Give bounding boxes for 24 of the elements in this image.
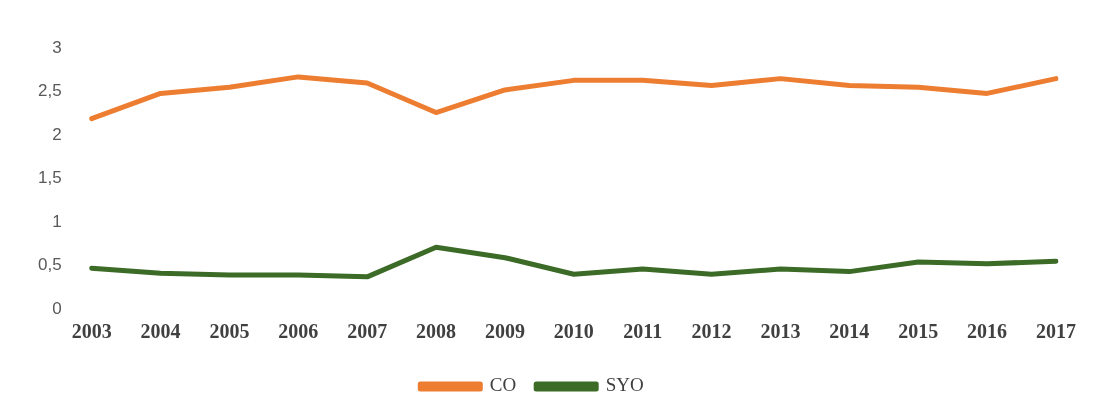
y-tick-label: 3 bbox=[52, 37, 62, 57]
legend-label: CO bbox=[489, 374, 517, 396]
y-tick-label: 2,5 bbox=[37, 81, 62, 101]
y-tick-label: 1,5 bbox=[37, 168, 62, 188]
x-tick-label: 2004 bbox=[140, 320, 181, 343]
x-tick-label: 2013 bbox=[760, 320, 801, 343]
x-tick-label: 2006 bbox=[278, 320, 319, 343]
x-tick-label: 2008 bbox=[416, 320, 457, 343]
x-tick-label: 2016 bbox=[967, 320, 1008, 343]
y-tick-label: 0,5 bbox=[37, 255, 62, 275]
x-tick-label: 2003 bbox=[71, 320, 112, 343]
y-tick-label: 1 bbox=[52, 211, 62, 231]
x-tick-label: 2011 bbox=[623, 320, 663, 343]
y-tick-label: 0 bbox=[52, 298, 62, 318]
legend-label: SYO bbox=[605, 374, 644, 396]
x-tick-label: 2007 bbox=[347, 320, 388, 343]
x-tick-label: 2005 bbox=[209, 320, 250, 343]
y-tick-label: 2 bbox=[52, 124, 62, 144]
x-tick-label: 2010 bbox=[553, 320, 594, 343]
x-tick-label: 2009 bbox=[484, 320, 525, 343]
x-tick-label: 2015 bbox=[898, 320, 939, 343]
x-tick-label: 2017 bbox=[1036, 320, 1076, 343]
x-tick-label: 2014 bbox=[829, 320, 870, 343]
x-tick-label: 2012 bbox=[691, 320, 732, 343]
